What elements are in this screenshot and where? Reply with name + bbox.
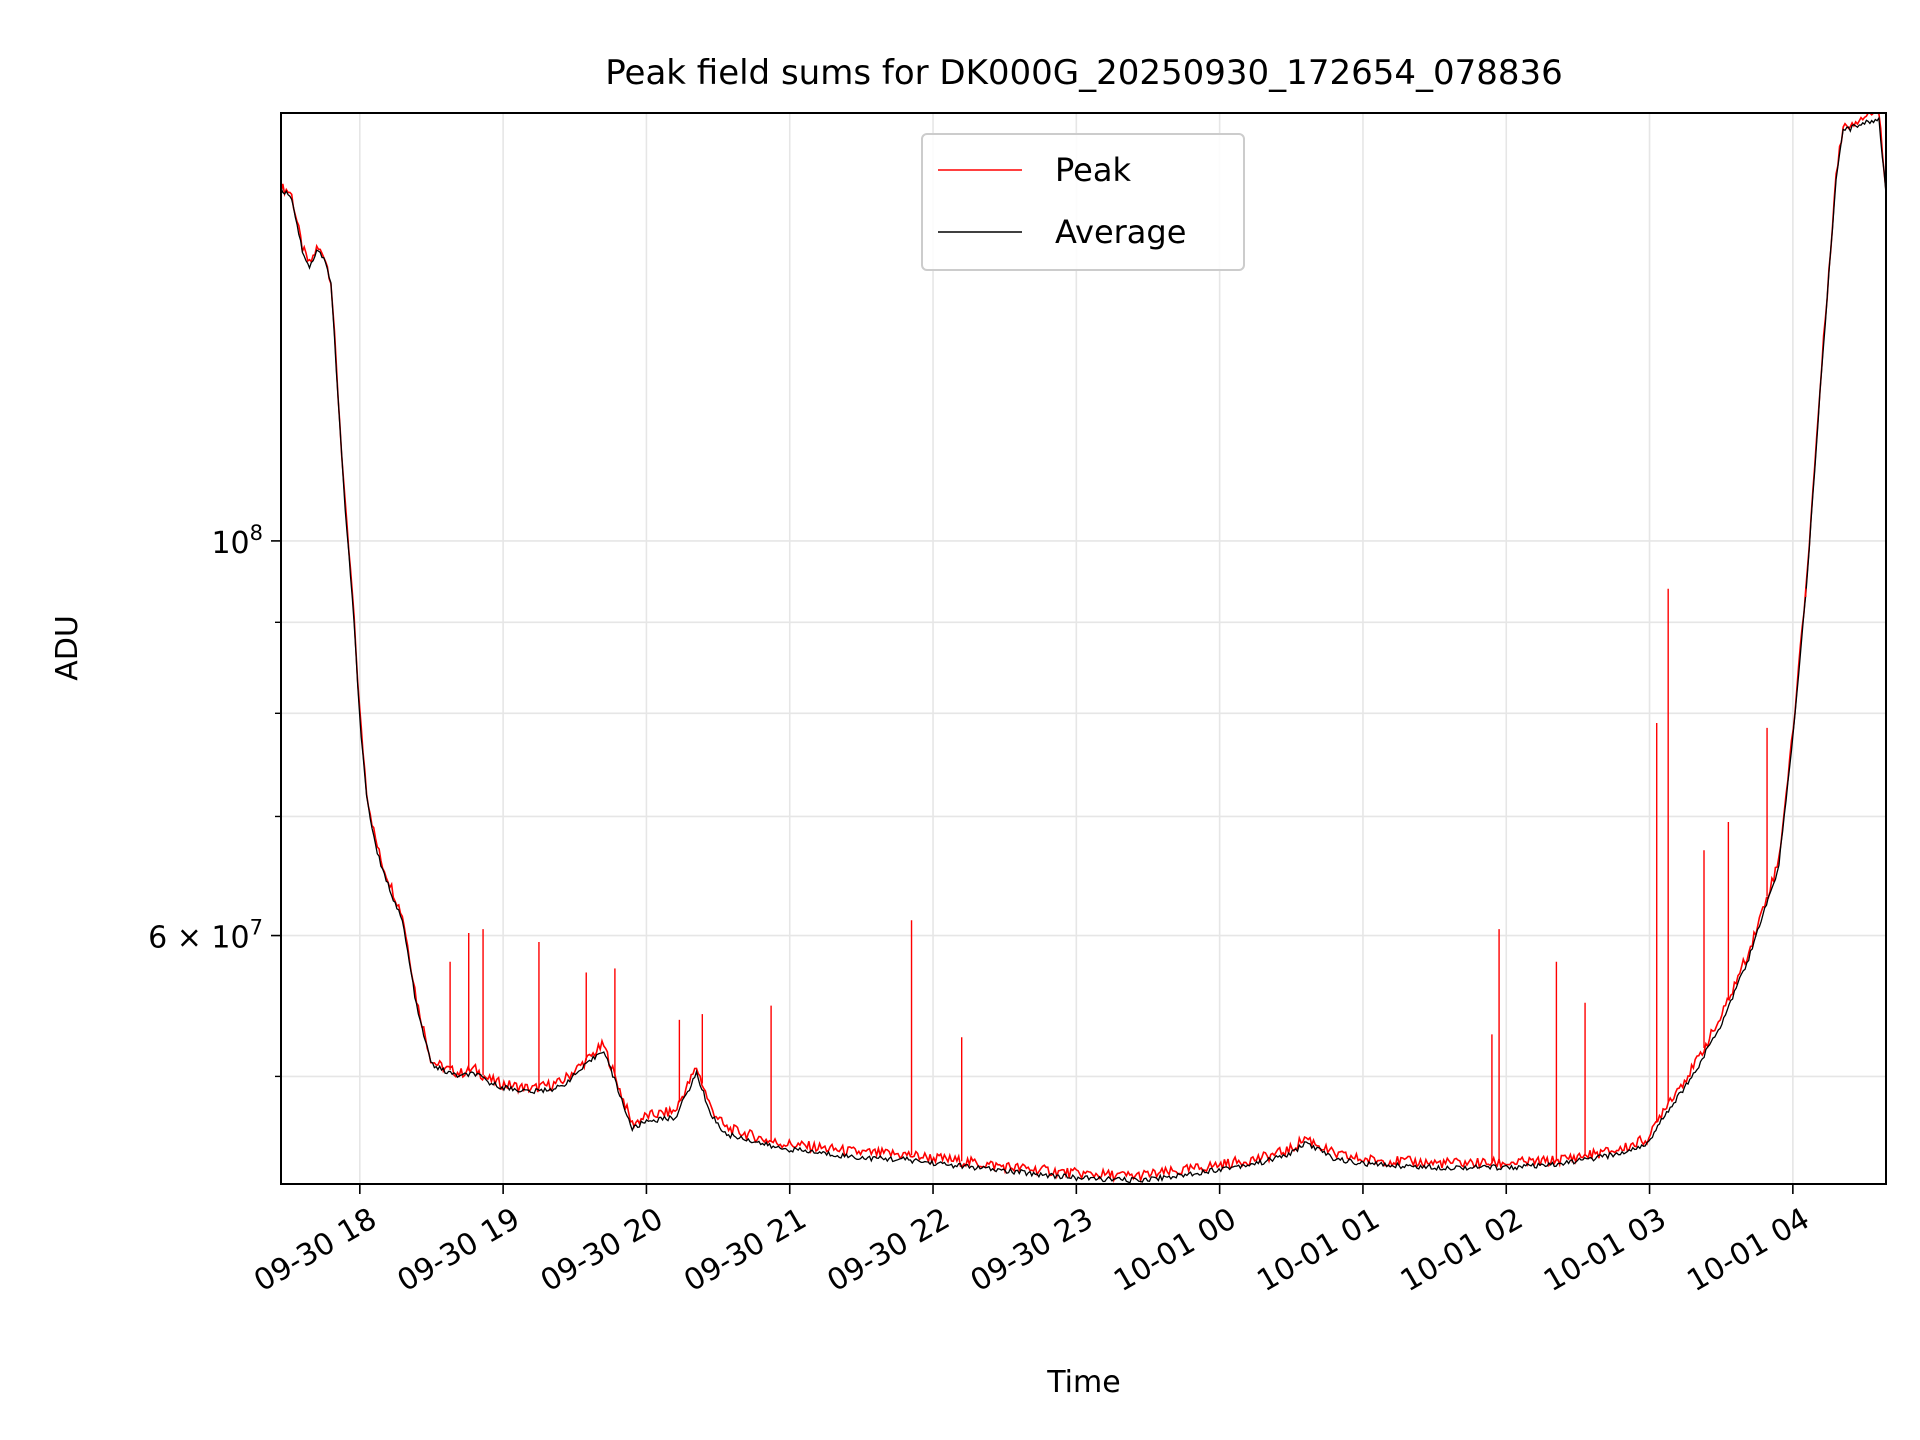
x-axis-label: Time xyxy=(1046,1365,1120,1400)
series-peak-line xyxy=(280,112,1887,1184)
legend-box xyxy=(921,133,1245,271)
plot-frame xyxy=(280,112,1887,1185)
y-axis-label: ADU xyxy=(50,615,85,681)
legend-peak-label: Peak xyxy=(1055,151,1131,189)
chart-title: Peak field sums for DK000G_20250930_1726… xyxy=(605,53,1563,93)
grid xyxy=(281,113,1886,1184)
legend: Peak Average xyxy=(921,133,1245,271)
series-layer xyxy=(280,112,1887,1184)
series-average-line xyxy=(280,116,1887,1184)
legend-average-label: Average xyxy=(1055,213,1186,251)
y-tick-label: 6 × 107 xyxy=(148,916,263,956)
